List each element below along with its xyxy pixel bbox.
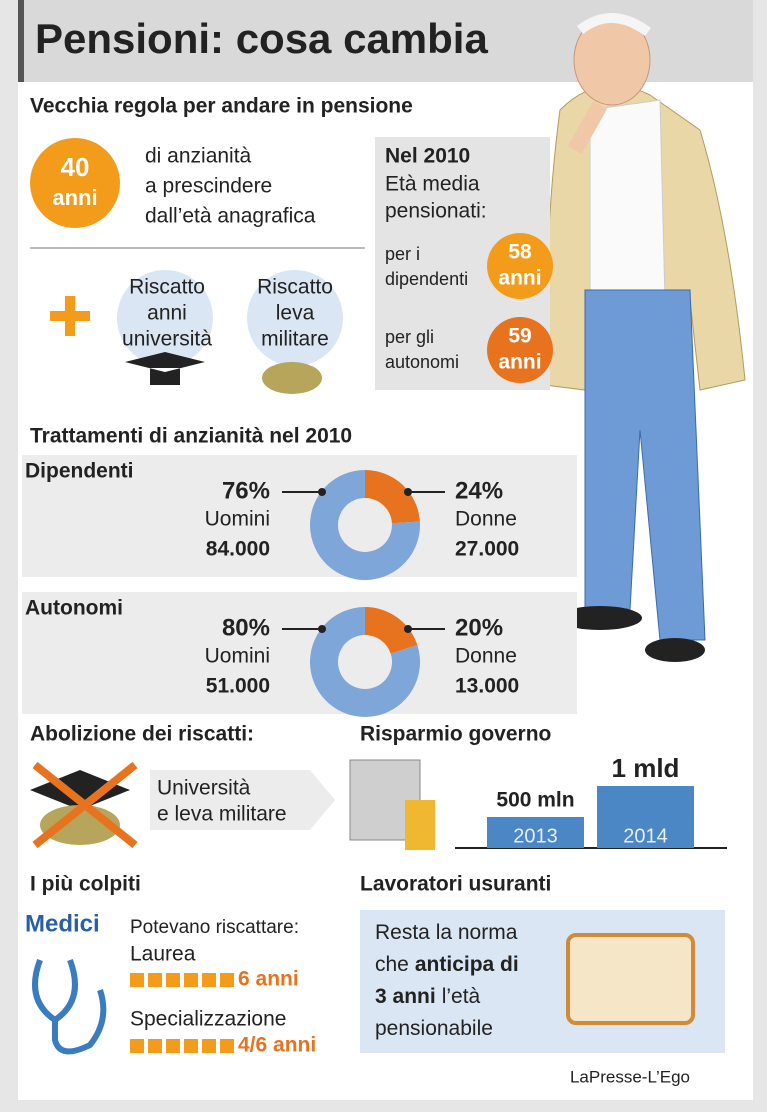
group-name: Autonomi <box>25 597 123 620</box>
calendar-icon <box>566 933 695 1025</box>
riscatto-label: Riscatto <box>257 276 333 299</box>
bar-category: 2013 <box>513 825 558 847</box>
badge-number: 40 <box>61 152 90 182</box>
count: 51.000 <box>206 675 270 698</box>
section-heading: Risparmio governo <box>360 723 551 746</box>
text: che <box>375 953 409 976</box>
age-unit: anni <box>498 267 541 290</box>
segment-label: Donne <box>455 645 517 668</box>
group-name: Dipendenti <box>25 460 134 483</box>
section-heading: Vecchia regola per andare in pensione <box>30 95 413 118</box>
badge <box>30 138 120 228</box>
cross <box>32 761 138 849</box>
title-accent <box>18 0 24 82</box>
description: di anzianità <box>145 145 252 168</box>
value-label: 80% <box>222 614 270 641</box>
item-label: Specializzazione <box>130 1008 286 1031</box>
donut-segment <box>310 607 420 717</box>
leader-dot <box>404 625 412 633</box>
text: 3 anni <box>375 985 436 1008</box>
arrow <box>150 770 335 830</box>
donut-segment <box>365 470 420 524</box>
riscatto-label: leva <box>276 302 315 325</box>
age-group: dipendenti <box>385 269 468 289</box>
bar-value-label: 500 mln <box>496 789 574 812</box>
bar-value-label: 1 mld <box>612 753 680 783</box>
riscatto-circle <box>247 270 343 366</box>
age-unit: anni <box>498 351 541 374</box>
segment-label: Uomini <box>205 508 270 531</box>
age-number: 59 <box>508 325 531 348</box>
age-badge <box>487 317 553 383</box>
text: l’età <box>442 985 481 1008</box>
item-label: Laurea <box>130 943 196 966</box>
item-value: 6 anni <box>238 968 299 991</box>
age-group: autonomi <box>385 352 459 372</box>
riscatto-label: anni <box>147 302 187 325</box>
title: Pensioni: cosa cambia <box>35 15 488 62</box>
donut-segment <box>309 470 421 580</box>
value-label: 20% <box>455 614 503 641</box>
section-heading: Trattamenti di anzianità nel 2010 <box>30 425 352 448</box>
bar <box>487 817 584 848</box>
text: pensionabile <box>375 1017 493 1040</box>
intro: Potevano riscattare: <box>130 917 299 938</box>
cap-icon <box>125 352 205 385</box>
bar-category: 2014 <box>623 825 668 847</box>
value-label: 24% <box>455 477 503 504</box>
age-title: Nel 2010 <box>385 145 470 168</box>
usurious-line: Resta la norma <box>375 921 518 944</box>
riscatto-label: università <box>122 328 212 351</box>
description: a prescindere <box>145 175 272 198</box>
stethoscope <box>32 958 107 1055</box>
man-illustration <box>544 13 746 662</box>
treatments: Dipendenti 76% Uomini 84.000 24% Donne 27.000 A… <box>22 455 577 717</box>
coins-icon <box>405 800 435 850</box>
segment-label: Donne <box>455 508 517 531</box>
abolition-text: Università <box>157 777 251 800</box>
leader-dot <box>318 488 326 496</box>
donut-segment <box>365 607 418 654</box>
helmet-icon <box>262 362 322 394</box>
description: dall’età anagrafica <box>145 205 316 228</box>
abolition-text: e leva militare <box>157 803 287 826</box>
text: anticipa di <box>415 953 519 976</box>
plus <box>50 296 90 336</box>
value-label: 76% <box>222 477 270 504</box>
riscatto-circle <box>117 270 213 366</box>
squares <box>130 973 234 1053</box>
age-number: 58 <box>508 241 532 264</box>
group-name: Medici <box>25 910 100 937</box>
credit: LaPresse-L’Ego <box>570 1067 690 1086</box>
age-group: per gli <box>385 327 434 347</box>
bar <box>597 786 694 848</box>
badge-unit: anni <box>52 185 97 210</box>
segment-label: Uomini <box>205 645 270 668</box>
usurious-line: che anticipa di <box>375 953 519 976</box>
count: 84.000 <box>206 538 270 561</box>
age-subtitle: Età media <box>385 173 480 196</box>
section-heading: Lavoratori usuranti <box>360 873 551 896</box>
leader-dot <box>404 488 412 496</box>
riscatto-label: Riscatto <box>129 276 205 299</box>
usurious-line: pensionabile <box>375 1017 493 1040</box>
age-group: per i <box>385 244 420 264</box>
section-heading: Abolizione dei riscatti: <box>30 723 254 746</box>
riscatto-label: militare <box>261 328 329 351</box>
usurious-line: 3 anni l’età <box>375 985 481 1008</box>
age-subtitle: pensionati: <box>385 200 487 223</box>
group-band <box>22 592 577 714</box>
item-value: 4/6 anni <box>238 1034 316 1057</box>
count: 27.000 <box>455 538 519 561</box>
leader-dot <box>318 625 326 633</box>
age-badge <box>487 233 553 299</box>
count: 13.000 <box>455 675 519 698</box>
text: Resta la norma <box>375 921 518 944</box>
group-band <box>22 455 577 577</box>
section-heading: I più colpiti <box>30 873 141 896</box>
bar-chart: 500 mln 2013 1 mld 2014 <box>487 753 694 848</box>
